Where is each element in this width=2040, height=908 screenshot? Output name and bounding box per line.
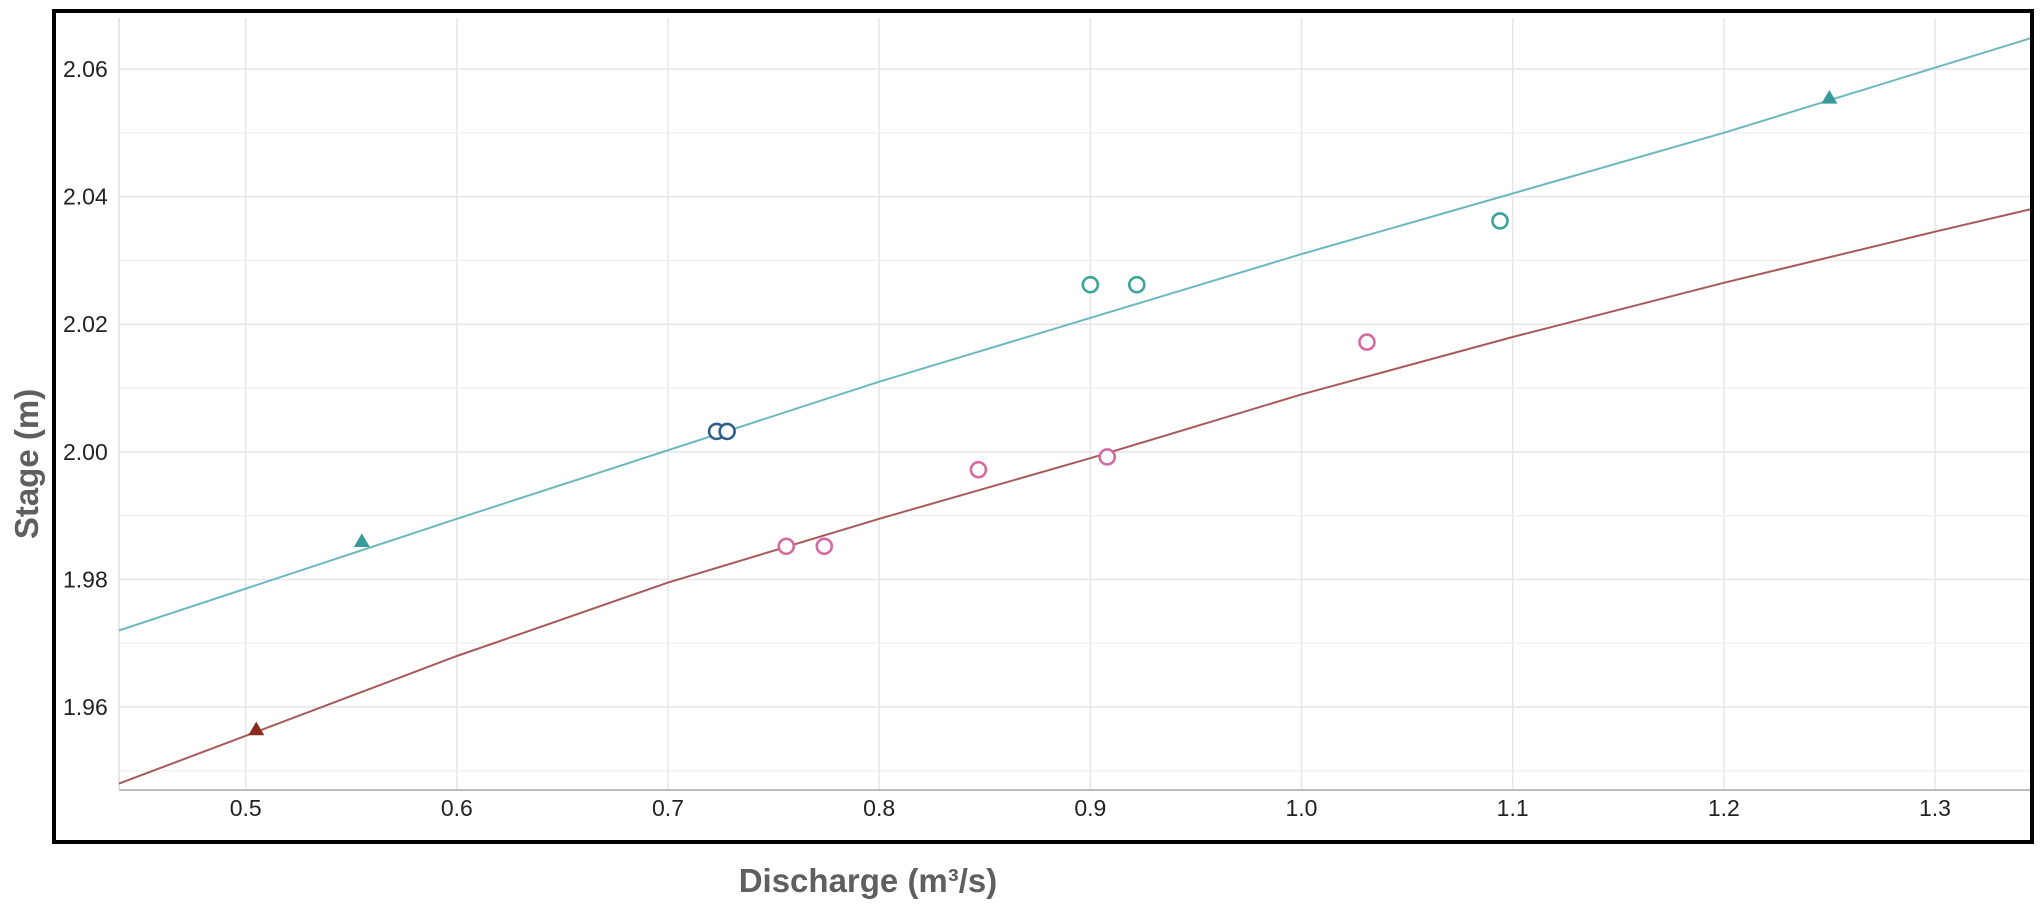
triangle-marker [248, 721, 265, 736]
circle-marker [718, 422, 736, 441]
y-tick-label: 2.00 [63, 439, 108, 465]
x-tick-label: 0.8 [863, 795, 895, 821]
circle-marker [777, 537, 796, 556]
fit-line [118, 208, 2031, 785]
y-tick-label: 2.02 [63, 311, 108, 337]
y-tick-label: 1.98 [63, 566, 108, 592]
circle-marker [1358, 333, 1376, 351]
triangle-marker [353, 533, 370, 548]
triangle-marker [1821, 89, 1838, 104]
x-tick-label: 0.6 [441, 795, 473, 821]
y-tick-label: 2.04 [63, 184, 108, 210]
circle-marker [815, 537, 834, 556]
circle-marker [1127, 275, 1146, 294]
plot-frame [52, 9, 2034, 844]
x-tick-label: 0.7 [652, 795, 684, 821]
x-tick-label: 1.2 [1708, 795, 1740, 821]
series-layer [118, 37, 2031, 785]
x-tick-label: 1.3 [1919, 795, 1951, 821]
fit-line [118, 37, 2031, 632]
x-tick-label: 1.1 [1497, 795, 1529, 821]
x-tick-label: 0.9 [1074, 795, 1106, 821]
axis-layer [118, 18, 2030, 791]
x-axis-title: Discharge (m³/s) [739, 862, 998, 899]
circle-marker [1491, 212, 1509, 230]
x-tick-label: 0.5 [230, 795, 262, 821]
grid-layer [119, 18, 2030, 790]
y-axis-title: Stage (m) [8, 389, 45, 539]
x-tick-label: 1.0 [1286, 795, 1318, 821]
circle-marker [1098, 448, 1117, 466]
tick-label-layer: 0.5 0.6 0.7 0.8 0.9 1.0 1.1 1.2 1.3 1.96 1.98 2.00 2… [63, 56, 1951, 821]
circle-marker [969, 460, 988, 479]
y-tick-label: 2.06 [63, 56, 108, 82]
circle-marker [1081, 275, 1100, 294]
y-tick-label: 1.96 [63, 694, 108, 720]
